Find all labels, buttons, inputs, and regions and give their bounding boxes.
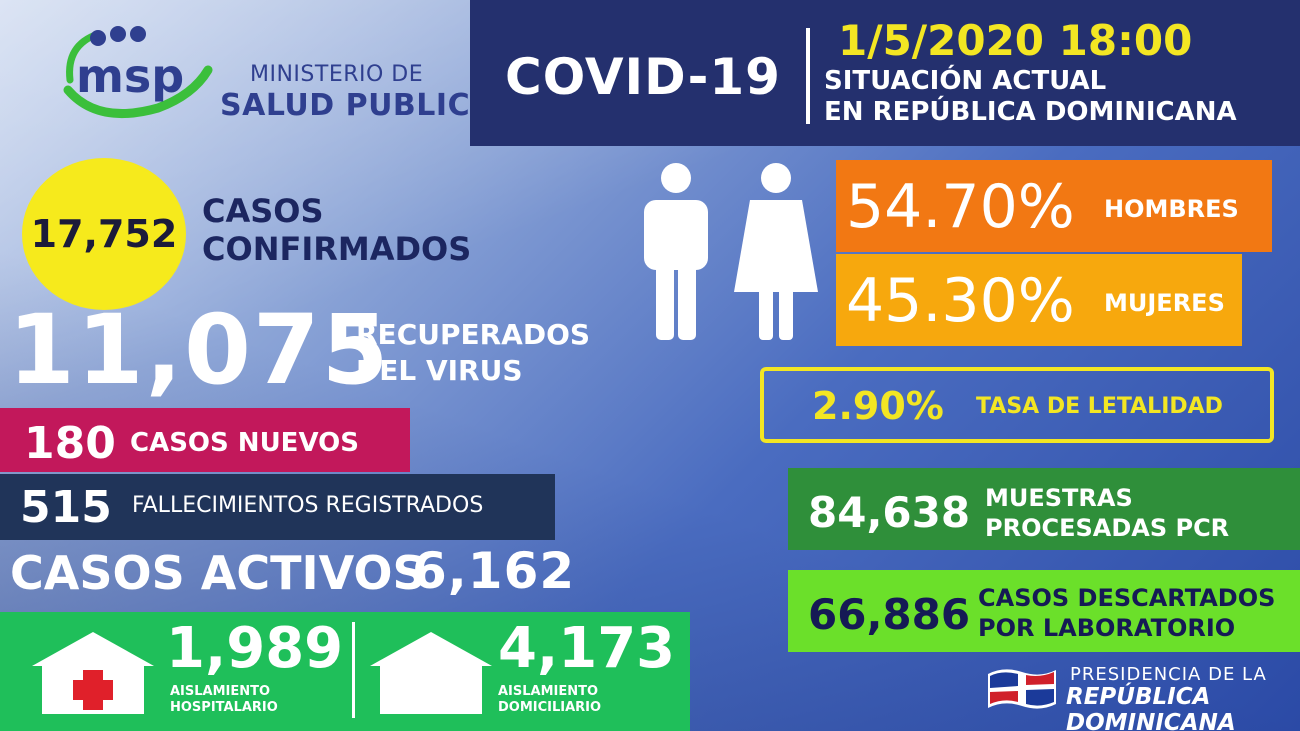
confirmed-label-line1: CASOS — [202, 192, 324, 230]
hospital-house-icon — [32, 632, 154, 714]
confirmed-cases-badge: 17,752 — [22, 158, 186, 310]
confirmed-cases-value: 17,752 — [30, 212, 178, 256]
gender-people-icons — [644, 163, 818, 340]
presidency-line2: REPÚBLICA DOMINICANA — [1066, 684, 1236, 731]
deaths-label: FALLECIMIENTOS REGISTRADOS — [132, 493, 484, 518]
logo-acronym: msp — [76, 49, 184, 103]
recovered-value: 11,075 — [8, 294, 391, 406]
women-label: MUJERES — [1104, 289, 1225, 317]
ministry-name-line1: MINISTERIO DE — [250, 62, 424, 87]
msp-logo-icon: msp — [63, 26, 213, 118]
lethality-value: 2.90% — [812, 384, 944, 428]
recovered-label-line2: DEL VIRUS — [356, 354, 523, 387]
home-isolation-label-line1: AISLAMIENTO — [498, 684, 599, 699]
pcr-label-line2: PROCESADAS PCR — [985, 514, 1230, 542]
lethality-label: TASA DE LETALIDAD — [976, 394, 1223, 419]
header-divider — [806, 28, 810, 124]
lethality-box — [760, 367, 1274, 443]
ministry-name-line2: SALUD PUBLICA — [220, 88, 494, 123]
new-cases-bar — [0, 408, 410, 472]
deaths-bar — [0, 474, 555, 540]
presidency-line1: PRESIDENCIA DE LA — [1070, 664, 1267, 685]
deaths-value: 515 — [20, 482, 112, 533]
new-cases-label: CASOS NUEVOS — [130, 428, 359, 458]
man-icon — [644, 163, 708, 340]
men-percentage: 54.70% — [846, 172, 1075, 242]
header-subtitle-line2: EN REPÚBLICA DOMINICANA — [824, 97, 1237, 127]
woman-icon — [734, 163, 818, 340]
men-bar — [836, 160, 1272, 252]
home-isolation-label-line2: DOMICILIARIO — [498, 700, 602, 715]
pcr-label-line1: MUESTRAS — [985, 484, 1133, 512]
house-icon — [370, 632, 492, 714]
discarded-value: 66,886 — [808, 590, 971, 639]
dominican-flag-icon — [988, 669, 1056, 709]
new-cases-value: 180 — [24, 418, 116, 469]
discarded-label-line1: CASOS DESCARTADOS — [978, 584, 1276, 612]
recovered-label-line1: RECUPERADOS — [356, 318, 591, 351]
pcr-value: 84,638 — [808, 488, 971, 537]
women-bar — [836, 254, 1242, 346]
confirmed-label-line2: CONFIRMADOS — [202, 230, 472, 268]
isolation-divider — [352, 622, 355, 718]
hospital-isolation-label-line1: AISLAMIENTO — [170, 684, 271, 699]
home-isolation-value: 4,173 — [498, 616, 676, 681]
header-banner — [470, 0, 1300, 146]
pcr-bar — [788, 468, 1300, 550]
men-label: HOMBRES — [1104, 195, 1239, 223]
header-subtitle-line1: SITUACIÓN ACTUAL — [824, 66, 1107, 96]
header-title: COVID-19 — [505, 48, 781, 106]
header-date: 1/5/2020 18:00 — [838, 16, 1193, 65]
hospital-isolation-label-line2: HOSPITALARIO — [170, 700, 278, 715]
hospital-isolation-value: 1,989 — [166, 616, 344, 681]
active-cases-value: 6,162 — [412, 542, 576, 600]
women-percentage: 45.30% — [846, 266, 1075, 336]
discarded-label-line2: POR LABORATORIO — [978, 614, 1236, 642]
active-cases-label: CASOS ACTIVOS — [10, 546, 426, 600]
discarded-bar — [788, 570, 1300, 652]
